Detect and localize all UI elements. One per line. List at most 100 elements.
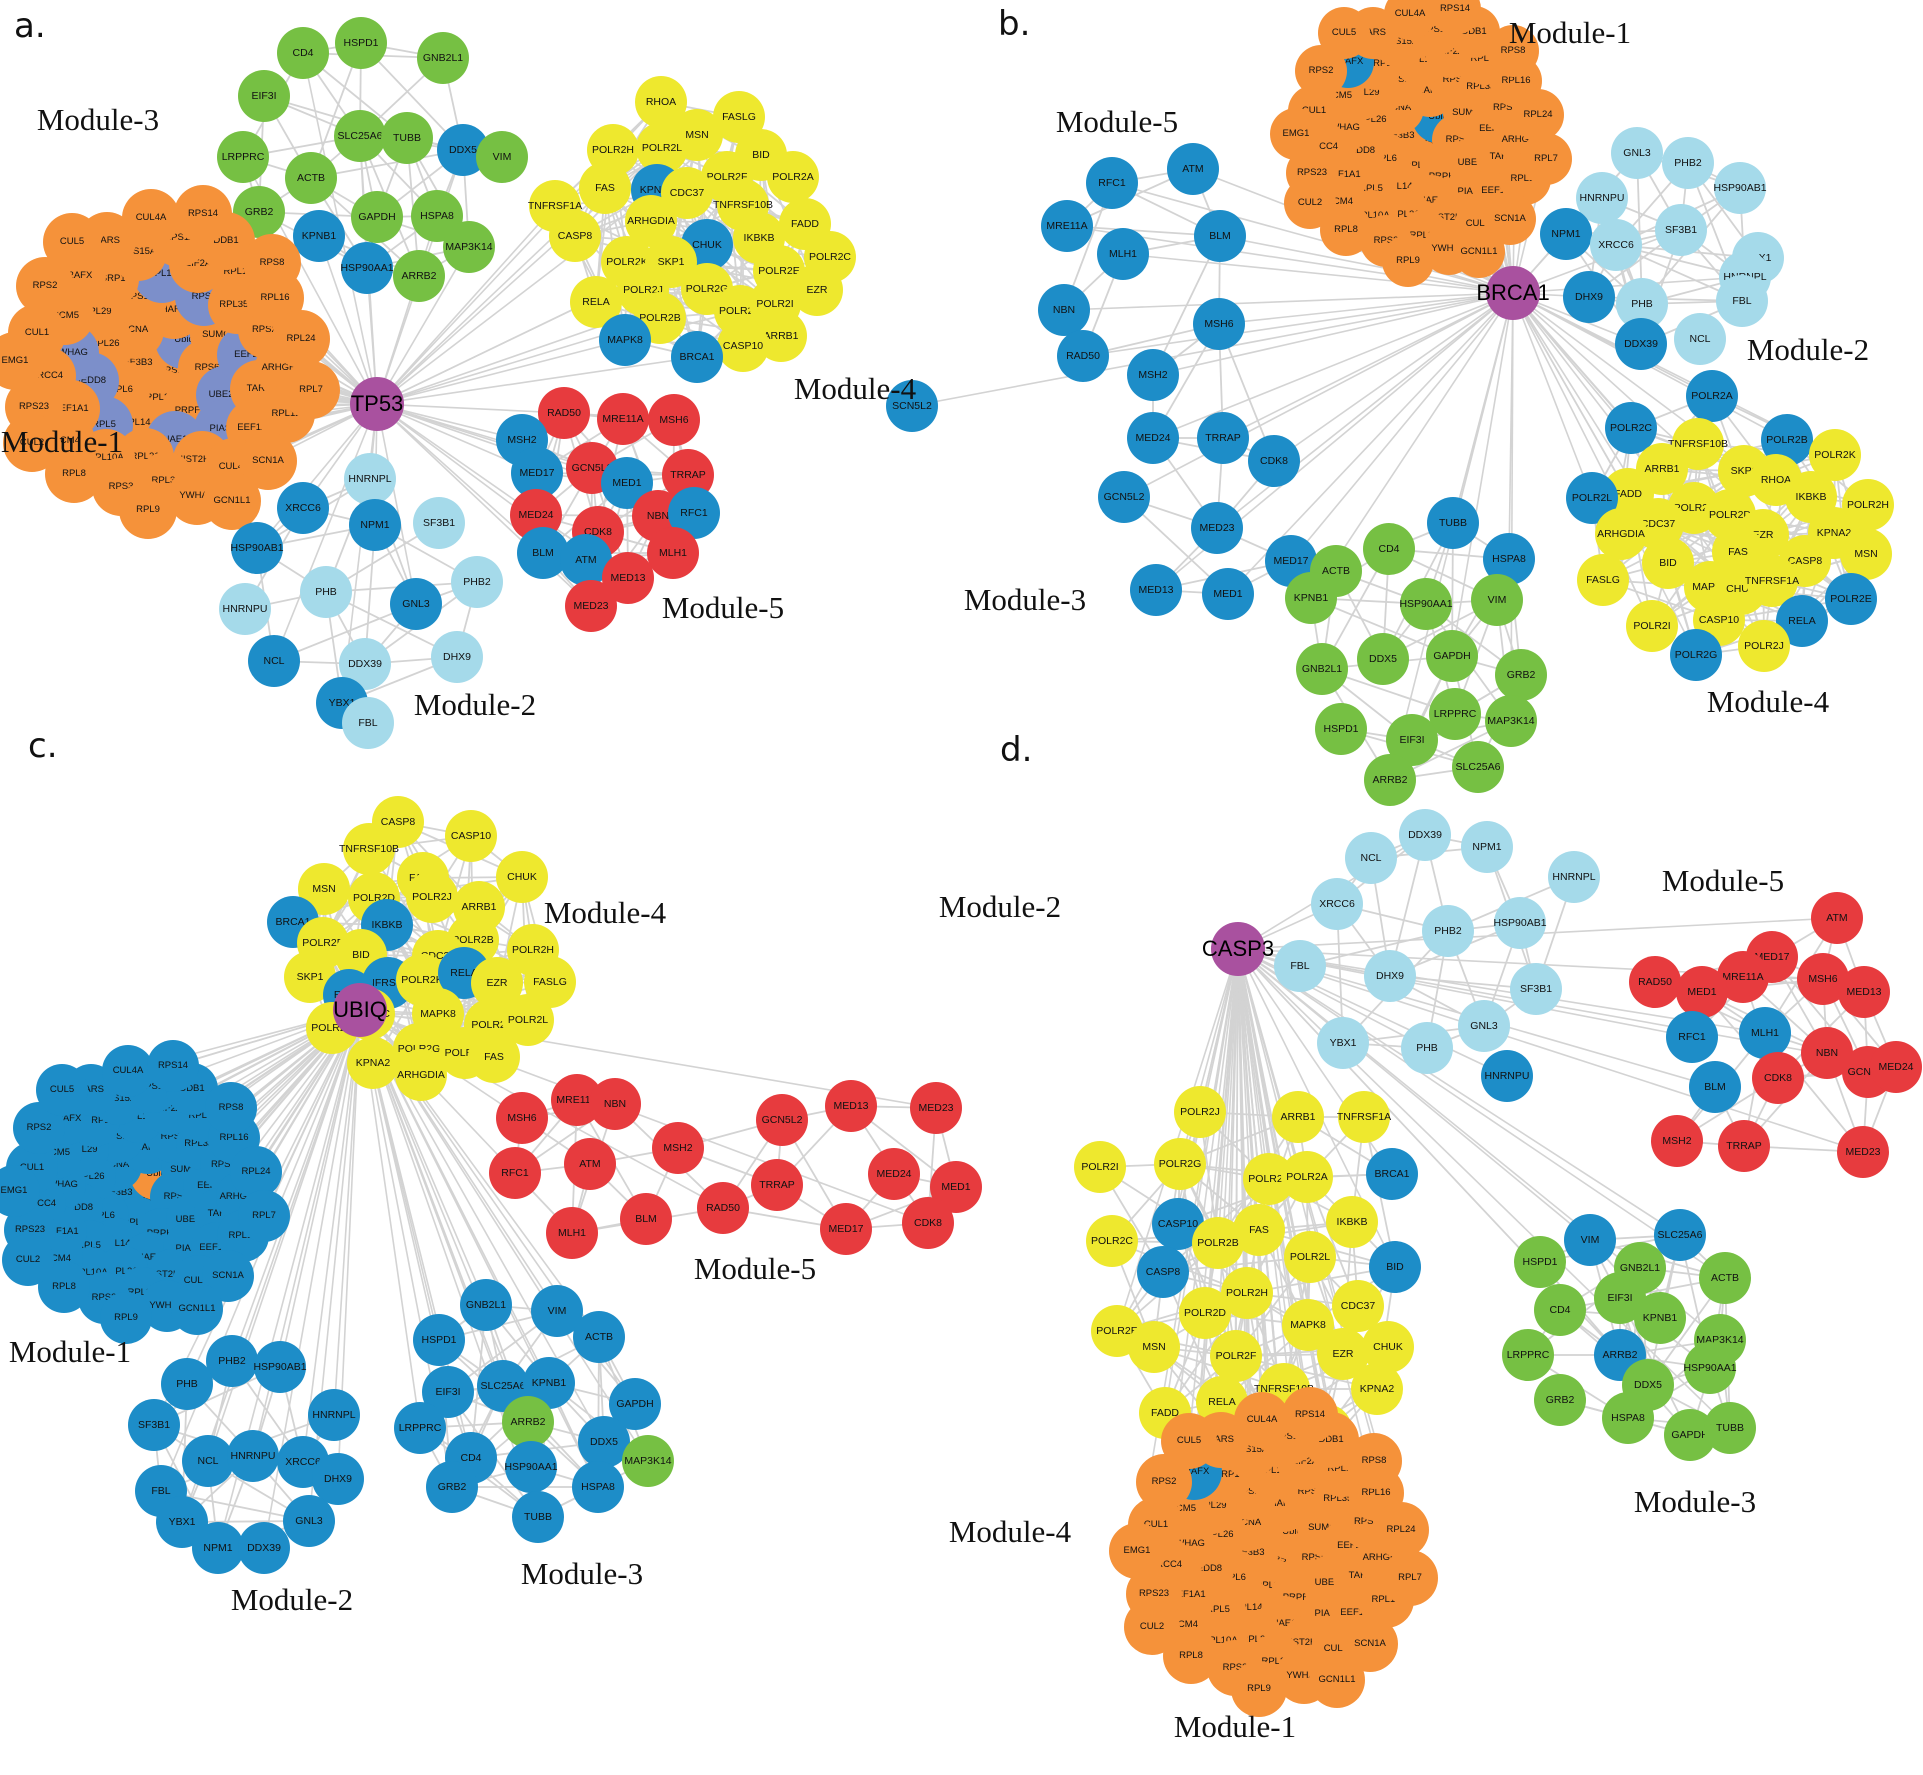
node-GNL3[interactable]: GNL3 — [283, 1495, 335, 1547]
node-RPS14[interactable]: RPS14 — [1282, 1387, 1338, 1443]
node-CDK8[interactable]: CDK8 — [1248, 435, 1300, 487]
node-POLR2J[interactable]: POLR2J — [1174, 1086, 1226, 1138]
node-VIM[interactable]: VIM — [1471, 574, 1523, 626]
node-BLM[interactable]: BLM — [620, 1193, 672, 1245]
node-CUL2[interactable]: CUL2 — [1124, 1599, 1180, 1655]
node-CASP10[interactable]: CASP10 — [1693, 594, 1745, 646]
node-PHB2[interactable]: PHB2 — [451, 556, 503, 608]
node-CUL5[interactable]: CUL5 — [36, 1064, 88, 1116]
node-RAD50[interactable]: RAD50 — [538, 387, 590, 439]
node-HSPD1[interactable]: HSPD1 — [413, 1314, 465, 1366]
node-MRE11A[interactable]: MRE11A — [1041, 200, 1093, 252]
node-LRPPRC[interactable]: LRPPRC — [394, 1402, 446, 1454]
node-ARRB2[interactable]: ARRB2 — [502, 1396, 554, 1448]
node-ACTB[interactable]: ACTB — [285, 152, 337, 204]
node-GNB2L1[interactable]: GNB2L1 — [1296, 643, 1348, 695]
node-POLR2D[interactable]: POLR2D — [1179, 1287, 1231, 1339]
node-ARHGDIA[interactable]: ARHGDIA — [395, 1049, 447, 1101]
node-CD4[interactable]: CD4 — [277, 27, 329, 79]
node-FASLG[interactable]: FASLG — [1577, 554, 1629, 606]
node-CUL5[interactable]: CUL5 — [43, 213, 101, 271]
node-POLR2J[interactable]: POLR2J — [1738, 620, 1790, 672]
node-NPM1[interactable]: NPM1 — [349, 499, 401, 551]
node-MED1[interactable]: MED1 — [1202, 568, 1254, 620]
node-POLR2F[interactable]: POLR2F — [1210, 1330, 1262, 1382]
node-MSH2[interactable]: MSH2 — [652, 1122, 704, 1174]
node-TUBB[interactable]: TUBB — [1704, 1402, 1756, 1454]
node-DDX39[interactable]: DDX39 — [1615, 318, 1667, 370]
node-HSP90AA1[interactable]: HSP90AA1 — [1683, 1342, 1737, 1394]
node-CUL4A[interactable]: CUL4A — [1384, 0, 1436, 40]
node-SLC25A6[interactable]: SLC25A6 — [1654, 1209, 1706, 1261]
node-RPL24[interactable]: RPL24 — [1512, 89, 1564, 141]
node-SLC25A6[interactable]: SLC25A6 — [334, 110, 386, 162]
node-EIF3I[interactable]: EIF3I — [1386, 714, 1438, 766]
node-PHB[interactable]: PHB — [300, 566, 352, 618]
node-CASP8[interactable]: CASP8 — [549, 210, 601, 262]
node-SF3B1[interactable]: SF3B1 — [1510, 963, 1562, 1015]
node-NPM1[interactable]: NPM1 — [1461, 821, 1513, 873]
node-ARRB1[interactable]: ARRB1 — [1272, 1091, 1324, 1143]
node-CD4[interactable]: CD4 — [1363, 523, 1415, 575]
node-POLR2J[interactable]: POLR2J — [406, 871, 458, 923]
node-CUL2[interactable]: CUL2 — [3, 414, 61, 472]
node-FAS[interactable]: FAS — [468, 1031, 520, 1083]
node-CASP10[interactable]: CASP10 — [445, 810, 497, 862]
node-RPS14[interactable]: RPS14 — [147, 1040, 199, 1092]
node-TUBB[interactable]: TUBB — [512, 1491, 564, 1543]
node-CASP10[interactable]: CASP10 — [717, 320, 769, 372]
node-MED17[interactable]: MED17 — [820, 1203, 872, 1255]
node-CUL5[interactable]: CUL5 — [1318, 7, 1370, 59]
hub-TP53[interactable]: TP53 — [350, 377, 404, 431]
node-RPL7[interactable]: RPL7 — [238, 1190, 290, 1242]
node-RAD50[interactable]: RAD50 — [1057, 330, 1109, 382]
node-MAP3K14[interactable]: MAP3K14 — [622, 1435, 674, 1487]
node-VIM[interactable]: VIM — [1564, 1214, 1616, 1266]
node-RAD50[interactable]: RAD50 — [697, 1182, 749, 1234]
node-LRPPRC[interactable]: LRPPRC — [217, 131, 269, 183]
node-RPS14[interactable]: RPS14 — [174, 185, 232, 243]
node-HNRNPU[interactable]: HNRNPU — [227, 1430, 279, 1482]
node-MSN[interactable]: MSN — [1840, 528, 1892, 580]
node-NBN[interactable]: NBN — [589, 1078, 641, 1130]
node-RPL9[interactable]: RPL9 — [1231, 1661, 1287, 1717]
node-HSP90AB1[interactable]: HSP90AB1 — [230, 522, 284, 574]
node-NCL[interactable]: NCL — [1674, 313, 1726, 365]
node-MRE11A[interactable]: MRE11A — [597, 393, 649, 445]
node-HSP90AB1[interactable]: HSP90AB1 — [1713, 162, 1767, 214]
node-GCN5L2[interactable]: GCN5L2 — [1098, 471, 1150, 523]
node-KPNB1[interactable]: KPNB1 — [1285, 572, 1337, 624]
node-GAPDH[interactable]: GAPDH — [351, 191, 403, 243]
node-RFC1[interactable]: RFC1 — [1086, 157, 1138, 209]
node-NCL[interactable]: NCL — [182, 1435, 234, 1487]
node-MSH6[interactable]: MSH6 — [496, 1092, 548, 1144]
node-EMG1[interactable]: EMG1 — [1270, 108, 1322, 160]
node-RPL7[interactable]: RPL7 — [1382, 1550, 1438, 1606]
node-GCN1L1[interactable]: GCN1L1 — [1309, 1652, 1365, 1708]
hub-CASP3[interactable]: CASP3 — [1202, 922, 1274, 976]
hub-UBIQ[interactable]: UBIQ — [333, 983, 387, 1037]
node-POLR2C[interactable]: POLR2C — [1086, 1215, 1138, 1267]
node-MED23[interactable]: MED23 — [910, 1082, 962, 1134]
hub-BRCA1[interactable]: BRCA1 — [1476, 266, 1550, 320]
node-RPL24[interactable]: RPL24 — [230, 1146, 282, 1198]
node-MED23[interactable]: MED23 — [565, 580, 617, 632]
node-GCN1L1[interactable]: GCN1L1 — [171, 1283, 223, 1335]
node-RPL7[interactable]: RPL7 — [282, 361, 340, 419]
node-RPL24[interactable]: RPL24 — [1373, 1502, 1429, 1558]
node-MSN[interactable]: MSN — [1128, 1321, 1180, 1373]
node-IKBKB[interactable]: IKBKB — [361, 899, 413, 951]
node-HSP90AA1[interactable]: HSP90AA1 — [1399, 578, 1453, 630]
node-MED24[interactable]: MED24 — [868, 1148, 920, 1200]
node-ARRB2[interactable]: ARRB2 — [393, 250, 445, 302]
node-ACTB[interactable]: ACTB — [573, 1311, 625, 1363]
node-HSP90AB1[interactable]: HSP90AB1 — [253, 1341, 307, 1393]
node-MLH1[interactable]: MLH1 — [1097, 228, 1149, 280]
node-RPS8[interactable]: RPS8 — [1346, 1433, 1402, 1489]
node-PHB[interactable]: PHB — [161, 1358, 213, 1410]
node-MAPK8[interactable]: MAPK8 — [599, 314, 651, 366]
node-RPL9[interactable]: RPL9 — [100, 1292, 152, 1344]
node-MED17[interactable]: MED17 — [1265, 535, 1317, 587]
node-RPL9[interactable]: RPL9 — [119, 481, 177, 539]
node-TUBB[interactable]: TUBB — [1427, 497, 1479, 549]
